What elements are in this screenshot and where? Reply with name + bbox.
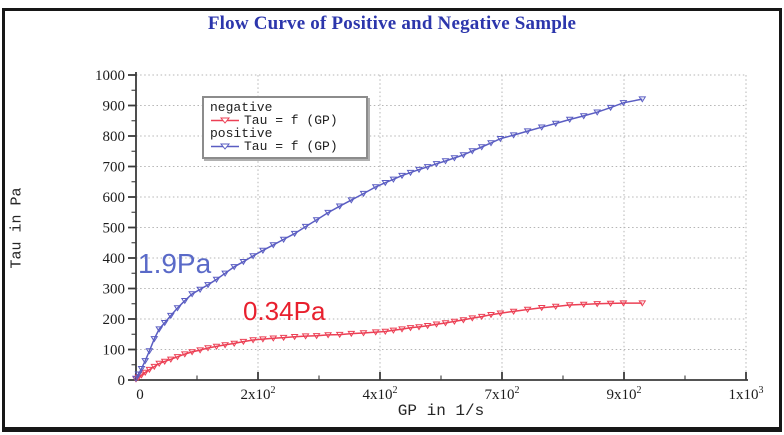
svg-text:1x103: 1x103 xyxy=(729,385,764,403)
legend-equation-positive: Tau = f (GP) xyxy=(244,139,338,154)
svg-text:4x102: 4x102 xyxy=(363,385,398,403)
positive-series-marker-icon xyxy=(211,143,239,150)
svg-text:9x102: 9x102 xyxy=(607,385,642,403)
legend-series-name-negative: negative xyxy=(210,100,273,115)
svg-text:500: 500 xyxy=(103,221,126,237)
legend-equation-negative: Tau = f (GP) xyxy=(244,113,338,128)
legend-box: negative Tau = f (GP) positive Tau = f (… xyxy=(202,96,368,159)
y-axis-title: Tau in Pa xyxy=(8,187,26,269)
svg-text:0: 0 xyxy=(136,387,144,403)
legend-entry-positive: Tau = f (GP) xyxy=(210,140,360,153)
legend-entry-negative: Tau = f (GP) xyxy=(210,114,360,127)
annotation-negative-value: 0.34Pa xyxy=(243,296,326,326)
svg-text:7x102: 7x102 xyxy=(485,385,520,403)
annotation-positive-value: 1.9Pa xyxy=(138,248,212,279)
svg-text:1000: 1000 xyxy=(95,68,125,84)
legend-series-name-positive: positive xyxy=(210,126,273,141)
negative-series-marker-icon xyxy=(211,117,239,124)
svg-text:400: 400 xyxy=(103,251,126,267)
svg-text:2x102: 2x102 xyxy=(241,385,276,403)
svg-text:600: 600 xyxy=(103,190,126,206)
svg-text:300: 300 xyxy=(103,282,126,298)
chart-title: Flow Curve of Positive and Negative Samp… xyxy=(207,13,577,34)
svg-text:200: 200 xyxy=(103,312,126,328)
x-axis-title: GP in 1/s xyxy=(397,402,485,420)
svg-text:900: 900 xyxy=(103,99,126,115)
svg-text:800: 800 xyxy=(103,129,126,145)
svg-text:100: 100 xyxy=(103,343,126,359)
svg-text:0: 0 xyxy=(118,373,126,389)
svg-text:700: 700 xyxy=(103,160,126,176)
